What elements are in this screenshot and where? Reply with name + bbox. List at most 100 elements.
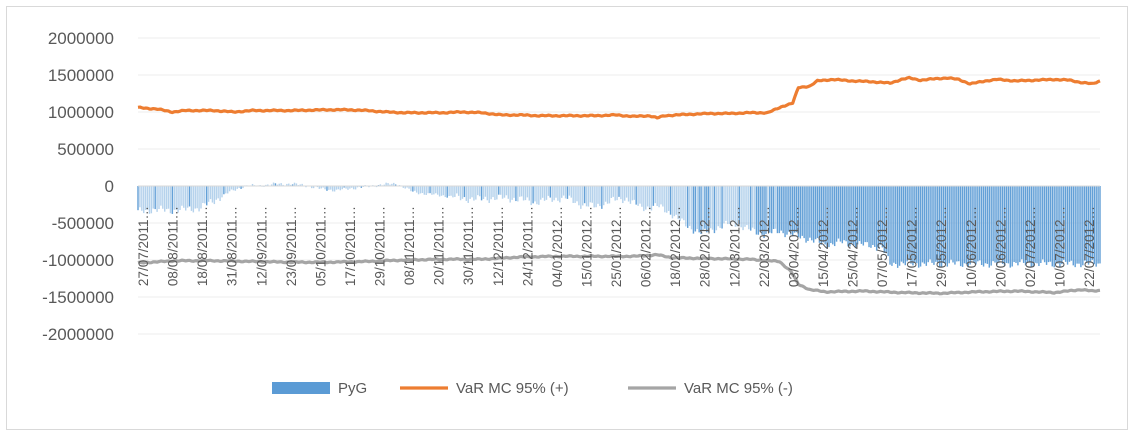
pyg-bar xyxy=(940,186,943,267)
pyg-bar xyxy=(1034,186,1036,263)
pyg-bar xyxy=(654,186,656,204)
pyg-bar xyxy=(736,186,739,227)
pyg-bar xyxy=(694,186,697,232)
pyg-bar xyxy=(866,186,868,243)
pyg-bar xyxy=(1063,186,1065,260)
pyg-bar xyxy=(501,186,504,199)
pyg-bar xyxy=(566,186,569,199)
pyg-bar xyxy=(165,186,168,210)
pyg-bar xyxy=(394,184,397,186)
pyg-bar xyxy=(858,186,861,242)
pyg-bar xyxy=(454,186,456,197)
pyg-bar xyxy=(580,186,582,209)
pyg-bar xyxy=(895,186,897,264)
pyg-bar xyxy=(541,186,544,198)
pyg-bar xyxy=(1057,186,1059,264)
pyg-bar xyxy=(820,186,823,245)
pyg-bar xyxy=(652,186,655,206)
x-tick-label: 07/05/2012… xyxy=(875,206,890,287)
pyg-bar xyxy=(751,186,754,228)
pyg-bar xyxy=(568,186,571,196)
pyg-bar xyxy=(698,186,700,233)
pyg-bar xyxy=(662,186,664,207)
pyg-bar xyxy=(679,186,681,222)
pyg-bar xyxy=(368,186,370,188)
x-tick-label: 30/11/2011… xyxy=(461,206,476,285)
y-tick-label: -500000 xyxy=(52,214,114,233)
pyg-bar xyxy=(402,186,405,188)
pyg-bar xyxy=(351,186,353,188)
pyg-bar xyxy=(404,186,406,189)
pyg-bar xyxy=(744,186,746,227)
pyg-bar xyxy=(278,183,280,186)
pyg-bar xyxy=(990,186,992,266)
pyg-bar xyxy=(1064,186,1067,262)
pyg-bar xyxy=(616,186,618,201)
pyg-bar xyxy=(961,186,964,267)
pyg-bar xyxy=(236,186,238,189)
pyg-bar xyxy=(917,186,920,268)
pyg-bar xyxy=(152,186,154,209)
x-tick-label: 22/03/2012… xyxy=(757,206,772,287)
pyg-bar xyxy=(1030,186,1033,268)
pyg-bar xyxy=(645,186,647,210)
pyg-bar xyxy=(677,186,679,220)
pyg-bar xyxy=(988,186,991,268)
pyg-bar xyxy=(910,186,912,264)
pyg-bar xyxy=(719,186,721,228)
pyg-bar xyxy=(723,186,725,224)
pyg-bar xyxy=(830,186,832,244)
pyg-bar xyxy=(457,186,460,196)
pyg-bar xyxy=(885,186,887,254)
x-tick-label: 10/07/2012… xyxy=(1052,206,1067,287)
pyg-bar xyxy=(543,186,546,201)
pyg-bar xyxy=(790,186,792,235)
pyg-bar xyxy=(1089,186,1092,262)
pyg-bar xyxy=(385,182,387,186)
pyg-bar xyxy=(330,186,332,190)
pyg-bar xyxy=(496,186,498,200)
x-tick-label: 29/05/2012… xyxy=(934,206,949,287)
pyg-bar xyxy=(828,186,830,248)
pyg-bar xyxy=(198,186,200,212)
pyg-bar xyxy=(753,186,756,230)
pyg-bar xyxy=(406,186,408,188)
pyg-bar xyxy=(452,186,454,198)
x-tick-label: 12/09/2011… xyxy=(254,206,269,286)
pyg-bar xyxy=(301,183,303,186)
pyg-bar xyxy=(599,186,601,207)
pyg-bar xyxy=(425,186,427,195)
pyg-bar xyxy=(728,186,731,225)
pyg-bar xyxy=(310,186,313,189)
pyg-bar xyxy=(688,186,691,226)
pyg-bar xyxy=(977,186,979,262)
pyg-bar xyxy=(143,186,145,214)
pyg-bar xyxy=(429,186,431,194)
pyg-bar xyxy=(965,186,968,265)
pyg-bar xyxy=(559,186,561,203)
pyg-bar xyxy=(734,186,737,227)
pyg-bar xyxy=(887,186,889,257)
x-tick-label: 20/06/2012… xyxy=(993,206,1008,287)
pyg-bar xyxy=(854,186,857,248)
pyg-bar xyxy=(515,186,517,202)
y-tick-label: 1000000 xyxy=(48,103,114,122)
x-tick-label: 02/07/2012… xyxy=(1023,206,1038,287)
pyg-bar xyxy=(849,186,851,247)
pyg-bar xyxy=(879,186,882,245)
pyg-bar xyxy=(625,186,628,198)
pyg-bar xyxy=(832,186,834,245)
pyg-bar xyxy=(328,186,330,190)
pyg-bar xyxy=(925,186,928,266)
pyg-bar xyxy=(811,186,813,241)
pyg-bar xyxy=(484,186,487,197)
pyg-bar xyxy=(713,186,716,234)
pyg-bar xyxy=(555,186,557,198)
pyg-bar xyxy=(973,186,975,263)
pyg-bar xyxy=(551,186,553,202)
x-tick-label: 18/02/2012… xyxy=(668,206,683,287)
pyg-bar xyxy=(650,186,653,211)
pyg-bar xyxy=(803,186,805,239)
pyg-bar xyxy=(540,186,542,200)
